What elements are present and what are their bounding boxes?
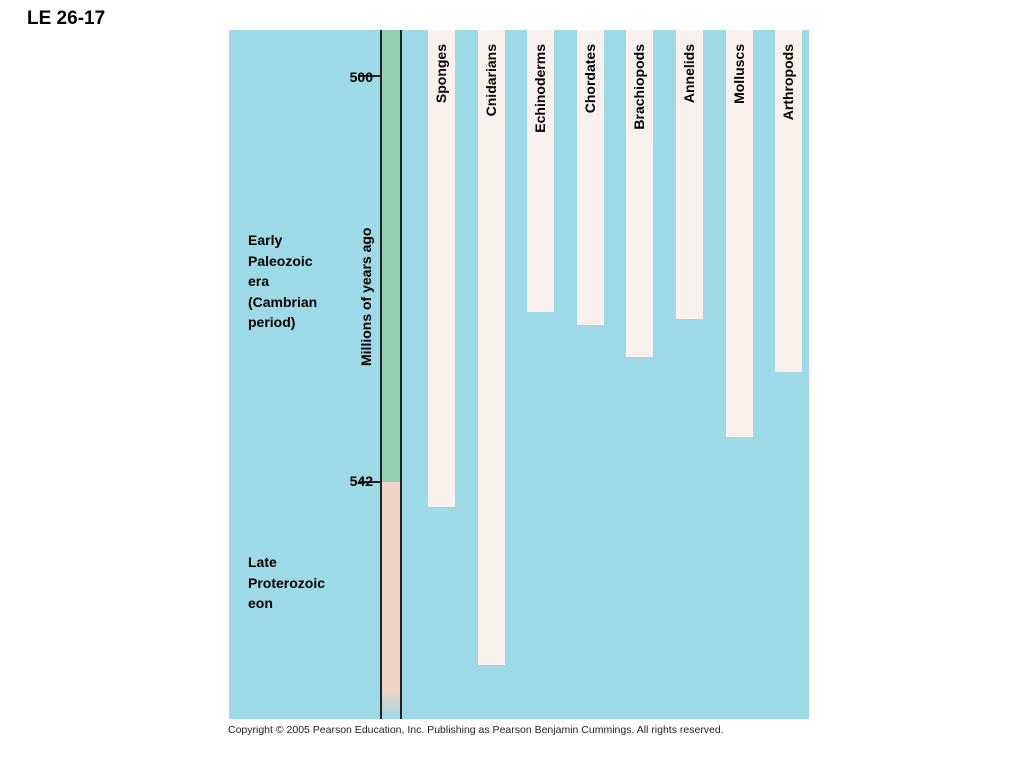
phylum-label-echinoderms: Echinoderms [532, 44, 548, 133]
phylum-bar-sponges [428, 30, 455, 507]
timeline-bar [380, 30, 402, 719]
cambrian-segment [382, 30, 400, 482]
era-label-line: Early [248, 232, 283, 248]
era-label-cambrian: Early Paleozoic era (Cambrian period) [248, 230, 317, 333]
phylum-label-sponges: Sponges [433, 44, 449, 104]
phylum-label-cnidarians: Cnidarians [483, 44, 499, 117]
axis-label: Millions of years ago [358, 227, 374, 366]
phylum-bar-arthropods [775, 30, 802, 372]
era-label-line: period) [248, 314, 296, 330]
phylum-bar-cnidarians [478, 30, 505, 665]
era-label-line: era [248, 273, 270, 289]
tick-label-500: 500 [349, 69, 373, 85]
slide-title: LE 26-17 [27, 8, 106, 29]
era-label-proterozoic: Late Proterozoic eon [248, 552, 325, 614]
proterozoic-segment [382, 482, 400, 719]
era-label-line: eon [248, 595, 273, 611]
phylum-label-annelids: Annelids [681, 44, 697, 104]
tick-mark-500 [359, 75, 381, 77]
tick-label-542: 542 [349, 473, 373, 489]
era-label-line: Proterozoic [248, 574, 326, 591]
phylum-bar-brachiopods [626, 30, 653, 357]
phylogeny-diagram-panel: 500 542 Millions of years ago Early Pale… [229, 30, 809, 719]
copyright-notice: Copyright © 2005 Pearson Education, Inc.… [228, 724, 724, 736]
phylum-label-brachiopods: Brachiopods [631, 44, 647, 130]
phylum-label-chordates: Chordates [582, 44, 598, 114]
era-label-line: Paleozoic [248, 252, 313, 269]
era-label-line: (Cambrian [248, 293, 318, 310]
phylum-bar-annelids [676, 30, 703, 319]
tick-mark-542 [359, 481, 381, 483]
era-label-line: Late [248, 554, 277, 570]
phylum-bar-chordates [577, 30, 604, 325]
phylum-label-arthropods: Arthropods [780, 44, 796, 121]
phylum-bar-molluscs [726, 30, 753, 437]
phylum-bar-echinoderms [527, 30, 554, 312]
phylum-label-molluscs: Molluscs [731, 44, 747, 104]
